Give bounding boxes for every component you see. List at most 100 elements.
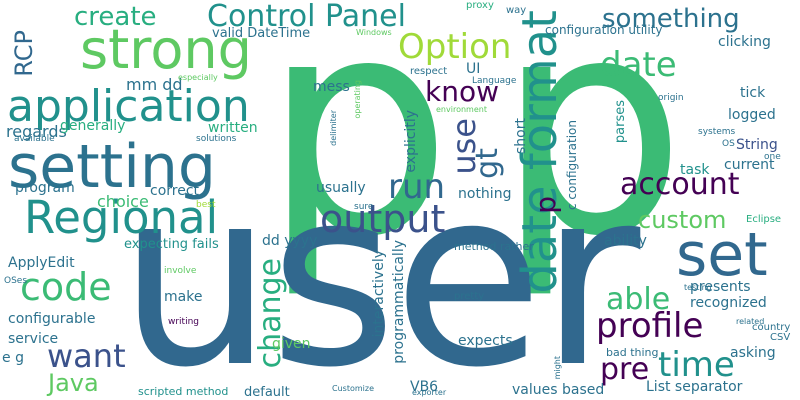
word-applyedit: ApplyEdit	[8, 255, 75, 271]
word-application: application	[7, 81, 250, 132]
word-account: account	[620, 167, 740, 202]
word-want: want	[47, 337, 126, 375]
word-best: best	[196, 200, 216, 210]
word-nothing: nothing	[458, 186, 512, 202]
word-oses: OSes	[4, 276, 28, 286]
word-configurable: configurable	[8, 311, 96, 327]
word-given: given	[272, 336, 311, 352]
word-parses: parses	[613, 100, 628, 144]
word-exporter: exporter	[412, 388, 447, 397]
word-logged: logged	[728, 107, 776, 123]
word-valid-datetime: valid DateTime	[212, 26, 311, 41]
word-expecting-fails: expecting fails	[124, 237, 219, 252]
word-default: default	[244, 385, 290, 400]
word-explicitly: explicitly	[403, 110, 419, 173]
word-windows: Windows	[356, 28, 392, 37]
word-code: code	[20, 265, 112, 309]
word-strong: strong	[80, 18, 252, 81]
word-written: written	[208, 120, 258, 136]
word-list-separator: List separator	[646, 379, 743, 395]
word-configuration-utility: configuration utility	[545, 23, 663, 37]
word-make: make	[164, 289, 203, 305]
word-respect: respect	[410, 66, 448, 77]
word-setting: setting	[8, 132, 217, 202]
word-service: service	[8, 331, 59, 347]
word-one: one	[764, 152, 781, 162]
word-presents: presents	[690, 279, 751, 295]
word-output: output	[320, 197, 446, 241]
word-c-configuration: c configuration	[565, 120, 579, 211]
word-time: time	[658, 345, 735, 385]
word-delimiter: delimiter	[329, 110, 338, 146]
word-bad-thing: bad thing	[606, 346, 659, 359]
word-e-g: e g	[2, 350, 24, 366]
word-sure: sure	[354, 202, 374, 212]
word-especially: especially	[178, 73, 218, 82]
word-rcp: RCP	[10, 30, 38, 77]
word-expects: expects	[458, 333, 513, 349]
word-p-small: p	[529, 196, 562, 214]
word-generally: generally	[60, 118, 126, 134]
word-profile: profile	[596, 306, 704, 346]
word-csv: CSV	[770, 332, 791, 343]
word-choice: choice	[97, 192, 149, 211]
word-scripted-method: scripted method	[138, 385, 229, 398]
word-recognized: recognized	[690, 295, 767, 311]
word-current: current	[724, 157, 775, 173]
word-pretty: pretty	[454, 291, 485, 302]
word-able: able	[606, 282, 671, 317]
word-ui: UI	[466, 61, 481, 77]
word-involve: involve	[164, 266, 197, 276]
word-testing: testing	[684, 283, 712, 292]
word-custom: custom	[638, 206, 727, 234]
word-something: something	[602, 4, 740, 34]
word-vb6: VB6	[410, 379, 439, 395]
word-mm-dd: mm dd	[126, 75, 183, 94]
word-values-based: values based	[512, 382, 605, 398]
word-customize: Customize	[332, 384, 374, 393]
word-pre: pre	[600, 352, 650, 387]
word-way: way	[506, 5, 527, 16]
word-dd-yyyy: dd yyyy	[262, 233, 318, 249]
word-origin: origin	[658, 93, 684, 103]
word-asking: asking	[730, 345, 776, 361]
word-os: OS	[722, 139, 735, 149]
word-operating: operating	[353, 80, 362, 119]
word-regional: Regional	[24, 191, 219, 244]
word-systems: systems	[698, 127, 736, 137]
word-short: short	[513, 118, 529, 154]
word-p-big-left: p	[262, 0, 453, 302]
word-date: date	[600, 45, 677, 85]
word-interactively: interactively	[371, 250, 387, 338]
word-usually: usually	[316, 180, 366, 196]
word-string: String	[736, 137, 778, 153]
word-p-big-right: p	[496, 0, 687, 302]
word-gt: gt	[470, 148, 505, 179]
word-environment: environment	[436, 105, 487, 114]
word-regards: regards	[6, 122, 67, 141]
word-know: know	[425, 75, 499, 108]
word-related: related	[736, 317, 765, 326]
word-available: available	[14, 134, 55, 144]
word-proxy: proxy	[466, 0, 494, 11]
word-ability: ability	[604, 233, 647, 249]
word-solutions: solutions	[196, 134, 237, 144]
word-program: program	[15, 180, 75, 196]
word-eclipse: Eclipse	[746, 214, 782, 225]
word-task: task	[680, 162, 710, 178]
word-set: set	[676, 220, 768, 290]
word-run: run	[388, 167, 446, 207]
word-correct: correct	[150, 183, 200, 199]
word-control-panel: Control Panel	[207, 0, 406, 34]
word-user: user	[118, 136, 640, 400]
word-method-rather: method rather	[454, 240, 534, 253]
word-create: create	[74, 2, 157, 32]
word-programmatically: programmatically	[391, 240, 407, 364]
word-clicking: clicking	[718, 34, 771, 50]
word-might: might	[553, 356, 562, 380]
word-language: Language	[472, 76, 517, 86]
word-option: Option	[398, 27, 512, 67]
word-java: Java	[48, 369, 99, 397]
word-tick: tick	[740, 85, 766, 101]
word-writing: writing	[168, 317, 200, 327]
